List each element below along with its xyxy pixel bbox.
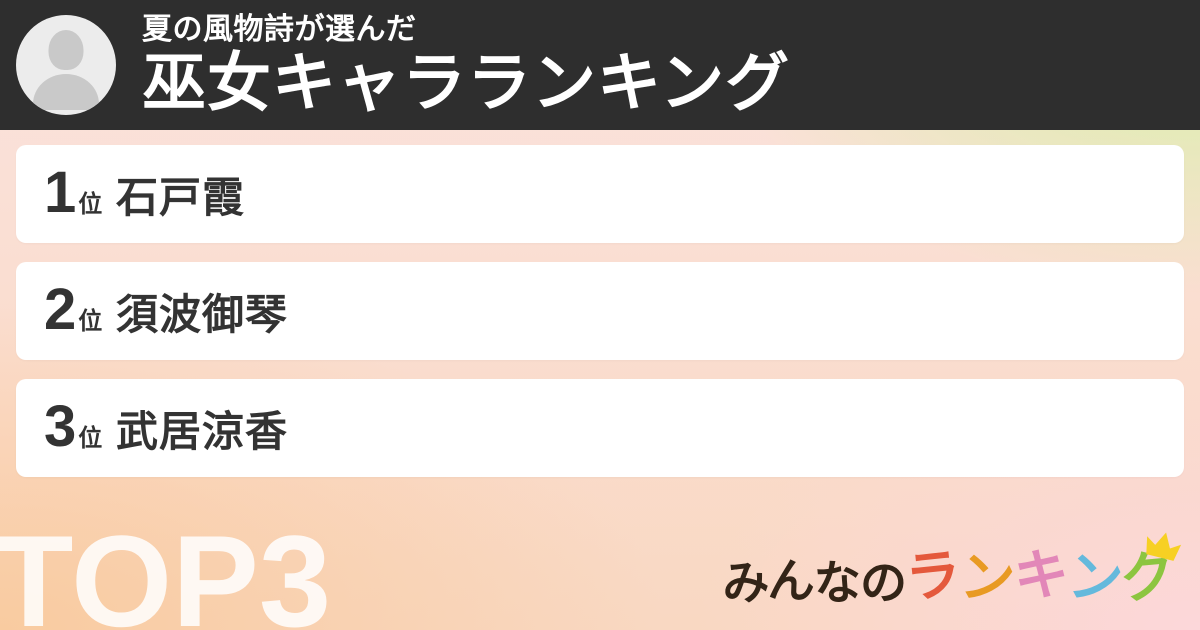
ranking-row-3: 3 位 武居涼香 <box>16 379 1184 477</box>
ranking-row-content: 3 位 武居涼香 <box>44 393 289 459</box>
avatar <box>16 15 116 115</box>
rank-badge: 1 位 <box>44 159 114 225</box>
person-icon <box>48 30 84 70</box>
rank-number: 1 <box>44 159 77 225</box>
minna-no-ranking-logo: み ん な の ラ ン キ ン グ <box>720 532 1182 612</box>
rank-suffix: 位 <box>78 307 103 335</box>
logo-char: ん <box>766 552 816 609</box>
character-name: 武居涼香 <box>116 407 289 455</box>
ranking-row-2: 2 位 須波御琴 <box>16 262 1184 360</box>
person-icon-body <box>33 74 99 110</box>
logo-char: キ <box>1012 542 1070 608</box>
header: 夏の風物詩が選んだ 巫女キャラランキング <box>0 0 1200 130</box>
character-name: 石戸霞 <box>116 173 246 221</box>
logo-char: な <box>813 555 861 610</box>
logo-char: ラ <box>902 542 963 610</box>
rank-suffix: 位 <box>78 424 103 452</box>
rank-badge: 3 位 <box>44 393 114 459</box>
header-subtitle: 夏の風物詩が選んだ <box>142 13 417 47</box>
ranking-row-1: 1 位 石戸霞 <box>16 145 1184 243</box>
header-text: 夏の風物詩が選んだ 巫女キャラランキング <box>142 13 790 116</box>
page-title: 巫女キャラランキング <box>142 47 791 120</box>
ranking-row-content: 2 位 須波御琴 <box>44 276 289 342</box>
rank-suffix: 位 <box>78 190 103 218</box>
character-name: 須波御琴 <box>116 290 289 338</box>
top3-watermark: TOP3 <box>0 508 332 630</box>
rank-number: 3 <box>44 393 77 459</box>
ranking-row-content: 1 位 石戸霞 <box>44 159 246 225</box>
rank-badge: 2 位 <box>44 276 114 342</box>
logo-char: ン <box>1065 544 1125 612</box>
ranking-list: 1 位 石戸霞 2 位 須波御琴 3 位 武居涼香 <box>16 145 1184 477</box>
logo-char: の <box>859 555 907 610</box>
logo-char: ン <box>957 545 1017 611</box>
crown-icon <box>1146 532 1182 561</box>
logo-char: み <box>720 554 770 611</box>
rank-number: 2 <box>44 276 77 342</box>
